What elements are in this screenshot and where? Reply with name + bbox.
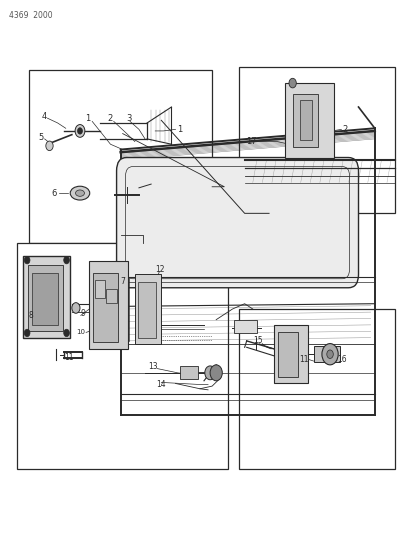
Text: 12: 12	[155, 265, 165, 273]
Bar	[274, 325, 308, 383]
Text: 5: 5	[39, 133, 44, 142]
Bar	[28, 265, 63, 332]
Text: 8: 8	[28, 311, 33, 320]
Text: 6: 6	[52, 189, 57, 198]
Text: 1: 1	[177, 125, 182, 134]
Text: 7: 7	[120, 277, 125, 286]
Bar	[314, 346, 340, 362]
Bar	[23, 256, 70, 338]
Bar	[106, 289, 117, 303]
Text: 9: 9	[80, 309, 85, 318]
Bar	[17, 243, 228, 469]
Circle shape	[327, 350, 333, 359]
Text: 11: 11	[64, 353, 74, 362]
Text: 4: 4	[42, 112, 47, 121]
Text: 13: 13	[149, 362, 158, 371]
Bar	[278, 332, 298, 377]
Text: 14: 14	[157, 380, 166, 389]
Bar	[235, 320, 257, 333]
Bar	[89, 261, 128, 349]
Bar	[95, 280, 105, 298]
Circle shape	[75, 125, 85, 138]
Circle shape	[46, 141, 53, 151]
Bar	[239, 67, 395, 213]
Bar	[239, 309, 395, 469]
Bar	[180, 367, 198, 379]
Text: 1: 1	[86, 114, 91, 123]
Circle shape	[72, 303, 80, 313]
Bar	[285, 83, 334, 158]
Text: 11: 11	[299, 355, 308, 364]
Text: 2: 2	[107, 114, 112, 123]
Circle shape	[205, 366, 215, 379]
Circle shape	[64, 329, 69, 337]
Circle shape	[64, 256, 69, 264]
Circle shape	[24, 256, 30, 264]
Circle shape	[289, 78, 296, 88]
Bar	[32, 273, 58, 325]
FancyBboxPatch shape	[117, 158, 359, 288]
Bar	[299, 100, 312, 140]
Text: 16: 16	[337, 355, 347, 364]
Bar	[93, 273, 118, 342]
Circle shape	[24, 329, 30, 337]
Text: 4369  2000: 4369 2000	[9, 11, 53, 20]
Text: 2: 2	[343, 125, 348, 134]
Bar	[135, 274, 161, 344]
Text: 17: 17	[246, 137, 257, 146]
Bar	[293, 94, 318, 147]
Circle shape	[322, 344, 338, 365]
Text: 10: 10	[77, 329, 86, 335]
Circle shape	[78, 128, 82, 134]
Bar	[29, 70, 212, 243]
Circle shape	[210, 365, 222, 381]
Ellipse shape	[70, 186, 90, 200]
Text: 3: 3	[126, 114, 131, 123]
Bar	[138, 282, 156, 338]
Text: 15: 15	[253, 336, 263, 345]
Ellipse shape	[75, 190, 84, 196]
